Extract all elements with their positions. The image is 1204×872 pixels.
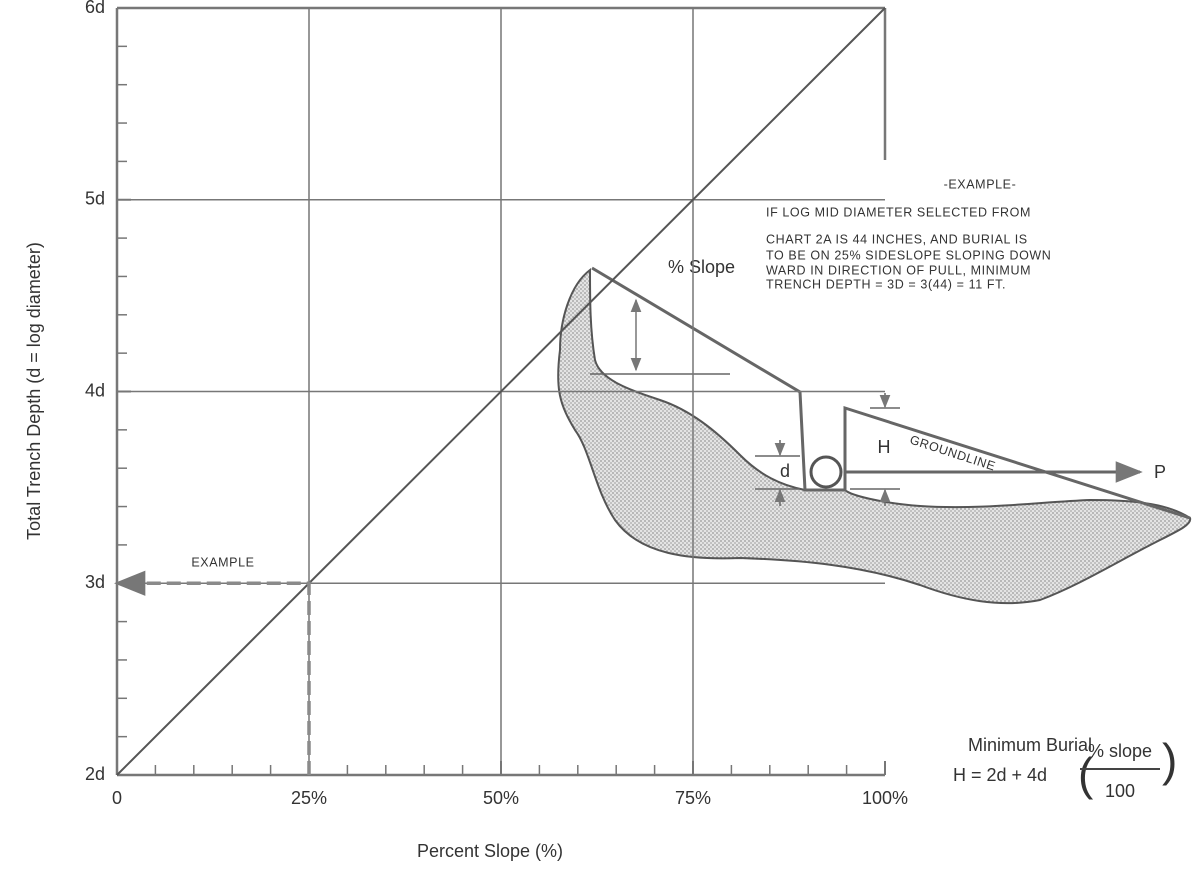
example-label: EXAMPLE (191, 556, 254, 570)
example-note-line: IF LOG MID DIAMETER SELECTED FROM (766, 205, 1031, 219)
trench-diagram: % Slope GROUNDLINE H d P (557, 257, 1192, 605)
y-tick-label: 6d (85, 0, 105, 17)
h-label: H (878, 437, 891, 457)
d-label: d (780, 461, 790, 481)
formula-lhs: H = 2d + 4d (953, 765, 1047, 785)
x-tick-label: 75% (675, 788, 711, 808)
y-axis-label: Total Trench Depth (d = log diameter) (24, 242, 44, 540)
formula-title: Minimum Burial (968, 735, 1092, 755)
example-note-line: CHART 2A IS 44 INCHES, AND BURIAL IS (766, 232, 1028, 246)
formula: Minimum Burial H = 2d + 4d ( ) % slope 1… (953, 734, 1177, 801)
formula-numerator: % slope (1088, 741, 1152, 761)
paren: ( (1078, 748, 1094, 800)
y-tick-label: 3d (85, 572, 105, 592)
x-tick-label: 50% (483, 788, 519, 808)
x-tick-label: 0 (112, 788, 122, 808)
x-tick-label: 100% (862, 788, 908, 808)
example-note-line: TO BE ON 25% SIDESLOPE SLOPING DOWN (766, 248, 1051, 262)
data-line (116, 7, 886, 776)
paren: ) (1162, 734, 1177, 786)
x-tick-label: 25% (291, 788, 327, 808)
example-note-line: -EXAMPLE- (944, 177, 1017, 191)
y-tick-label: 4d (85, 380, 105, 400)
slope-label: % Slope (668, 257, 735, 277)
example-note-line: TRENCH DEPTH = 3D = 3(44) = 11 FT. (766, 277, 1006, 291)
example-note: -EXAMPLE- IF LOG MID DIAMETER SELECTED FR… (766, 177, 1051, 291)
x-axis-label: Percent Slope (%) (417, 841, 563, 861)
formula-denominator: 100 (1105, 781, 1135, 801)
example-note-line: WARD IN DIRECTION OF PULL, MINIMUM (766, 263, 1031, 277)
p-label: P (1154, 462, 1166, 482)
example-path (113, 570, 311, 775)
y-tick-label: 2d (85, 764, 105, 784)
y-tick-label: 5d (85, 189, 105, 209)
